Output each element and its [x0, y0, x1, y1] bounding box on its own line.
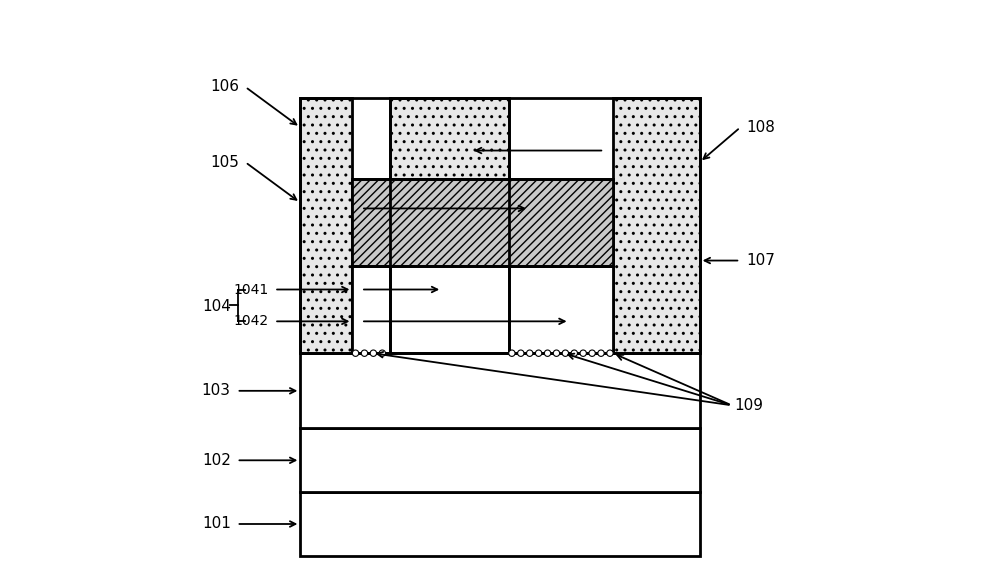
Bar — [390, 98, 509, 179]
Bar — [352, 266, 390, 353]
Bar — [509, 266, 613, 353]
Circle shape — [370, 350, 377, 356]
Text: 109: 109 — [734, 398, 763, 413]
Bar — [613, 98, 700, 353]
Circle shape — [518, 350, 524, 356]
Text: 105: 105 — [211, 155, 239, 170]
Text: 101: 101 — [202, 516, 231, 532]
Circle shape — [535, 350, 542, 356]
Circle shape — [562, 350, 569, 356]
Circle shape — [361, 350, 368, 356]
Circle shape — [571, 350, 577, 356]
Circle shape — [580, 350, 586, 356]
Bar — [300, 98, 700, 353]
Circle shape — [553, 350, 560, 356]
Circle shape — [527, 350, 533, 356]
Circle shape — [352, 350, 359, 356]
Circle shape — [379, 350, 385, 356]
Text: 108: 108 — [746, 120, 775, 135]
Bar — [300, 428, 700, 492]
Text: 104: 104 — [202, 299, 231, 314]
Text: 1041: 1041 — [233, 283, 268, 296]
Text: 103: 103 — [202, 383, 231, 398]
Circle shape — [607, 350, 613, 356]
Circle shape — [589, 350, 595, 356]
Bar — [300, 353, 700, 428]
Bar — [352, 179, 613, 266]
Circle shape — [509, 350, 515, 356]
Text: 107: 107 — [746, 253, 775, 268]
Bar — [300, 492, 700, 556]
Bar — [300, 98, 352, 353]
Text: 106: 106 — [210, 79, 239, 94]
Circle shape — [544, 350, 551, 356]
Text: 1042: 1042 — [233, 314, 268, 328]
Circle shape — [598, 350, 604, 356]
Text: 102: 102 — [202, 453, 231, 468]
